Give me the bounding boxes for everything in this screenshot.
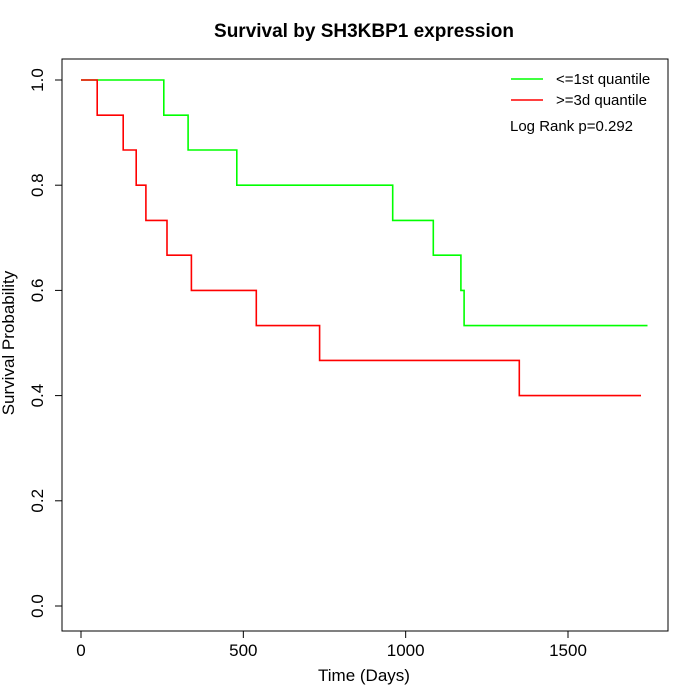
legend: <=1st quantile >=3d quantile <box>511 71 650 109</box>
series-line-1 <box>81 79 648 327</box>
plot-frame <box>61 58 669 632</box>
chart-title: Survival by SH3KBP1 expression <box>214 21 514 42</box>
y-tick-label: 0.2 <box>28 489 47 513</box>
y-axis-label: Survival Probability <box>0 270 18 415</box>
x-tick-label: 0 <box>76 641 85 660</box>
series-layer <box>81 79 648 397</box>
y-tick-label: 0.0 <box>28 594 47 618</box>
series-line-2 <box>81 79 641 397</box>
legend-label-2: >=3d quantile <box>556 92 647 109</box>
y-tick-label: 0.8 <box>28 173 47 197</box>
x-tick-label: 1000 <box>387 641 425 660</box>
x-axis-label: Time (Days) <box>318 666 410 685</box>
y-tick-label: 0.6 <box>28 279 47 303</box>
y-tick-label: 1.0 <box>28 68 47 92</box>
y-tick-label: 0.4 <box>28 384 47 408</box>
x-tick-label: 500 <box>229 641 257 660</box>
x-axis: 0 500 1000 1500 <box>76 630 587 660</box>
log-rank-annotation: Log Rank p=0.292 <box>510 118 633 135</box>
legend-label-1: <=1st quantile <box>556 71 650 88</box>
y-axis: 0.0 0.2 0.4 0.6 0.8 1.0 <box>28 68 63 618</box>
x-tick-label: 1500 <box>549 641 587 660</box>
